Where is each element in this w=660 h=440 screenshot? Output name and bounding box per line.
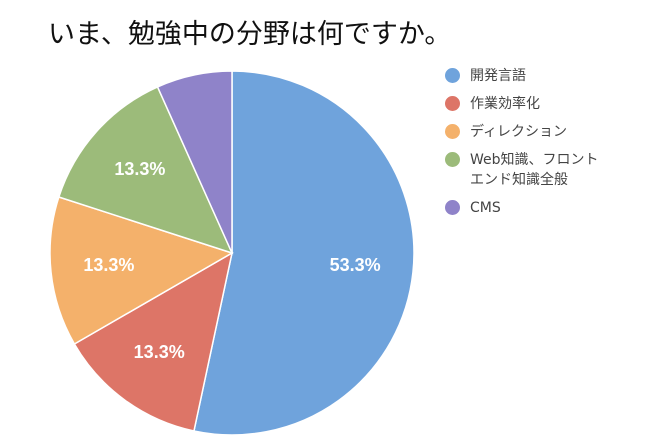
pie-data-label-0: 53.3%	[330, 255, 381, 275]
chart-legend: 開発言語作業効率化ディレクション Web知識、フロント エンド知識全般 CMS	[445, 66, 655, 226]
legend-label-line: ディレクション	[470, 124, 568, 140]
legend-label-line: 作業効率化	[470, 96, 540, 112]
legend-swatch	[445, 68, 460, 83]
legend-label: Web知識、フロント エンド知識全般	[470, 150, 599, 190]
legend-label-line: エンド知識全般	[470, 172, 568, 188]
legend-label-line: Web知識、フロント	[470, 152, 599, 168]
legend-label: 作業効率化	[470, 94, 540, 114]
legend-label: 開発言語	[470, 66, 526, 86]
legend-swatch	[445, 152, 460, 167]
legend-item-3: Web知識、フロント エンド知識全般	[445, 150, 655, 190]
legend-label-line: CMS	[470, 200, 501, 216]
legend-swatch	[445, 124, 460, 139]
legend-item-1: 作業効率化	[445, 94, 655, 114]
pie-data-label-1: 13.3%	[134, 342, 185, 362]
pie-slice-4	[156, 70, 233, 254]
pie-slices	[49, 70, 415, 436]
pie-data-labels: 53.3% 13.3% 13.3% 13.3%	[83, 159, 380, 362]
pie-data-label-2: 13.3%	[83, 255, 134, 275]
pie-slice-2	[49, 196, 234, 346]
pie-slice-3	[57, 85, 234, 255]
legend-label-line: 開発言語	[470, 68, 526, 84]
legend-item-0: 開発言語	[445, 66, 655, 86]
pie-slice-0	[193, 70, 415, 436]
legend-item-2: ディレクション	[445, 122, 655, 142]
legend-swatch	[445, 96, 460, 111]
legend-label: CMS	[470, 198, 501, 218]
legend-swatch	[445, 200, 460, 215]
legend-item-4: CMS	[445, 198, 655, 218]
chart-title: いま、勉強中の分野は何ですか。	[48, 19, 452, 50]
pie-data-label-3: 13.3%	[114, 159, 165, 179]
legend-label: ディレクション	[470, 122, 567, 142]
pie-slice-1	[73, 251, 234, 432]
